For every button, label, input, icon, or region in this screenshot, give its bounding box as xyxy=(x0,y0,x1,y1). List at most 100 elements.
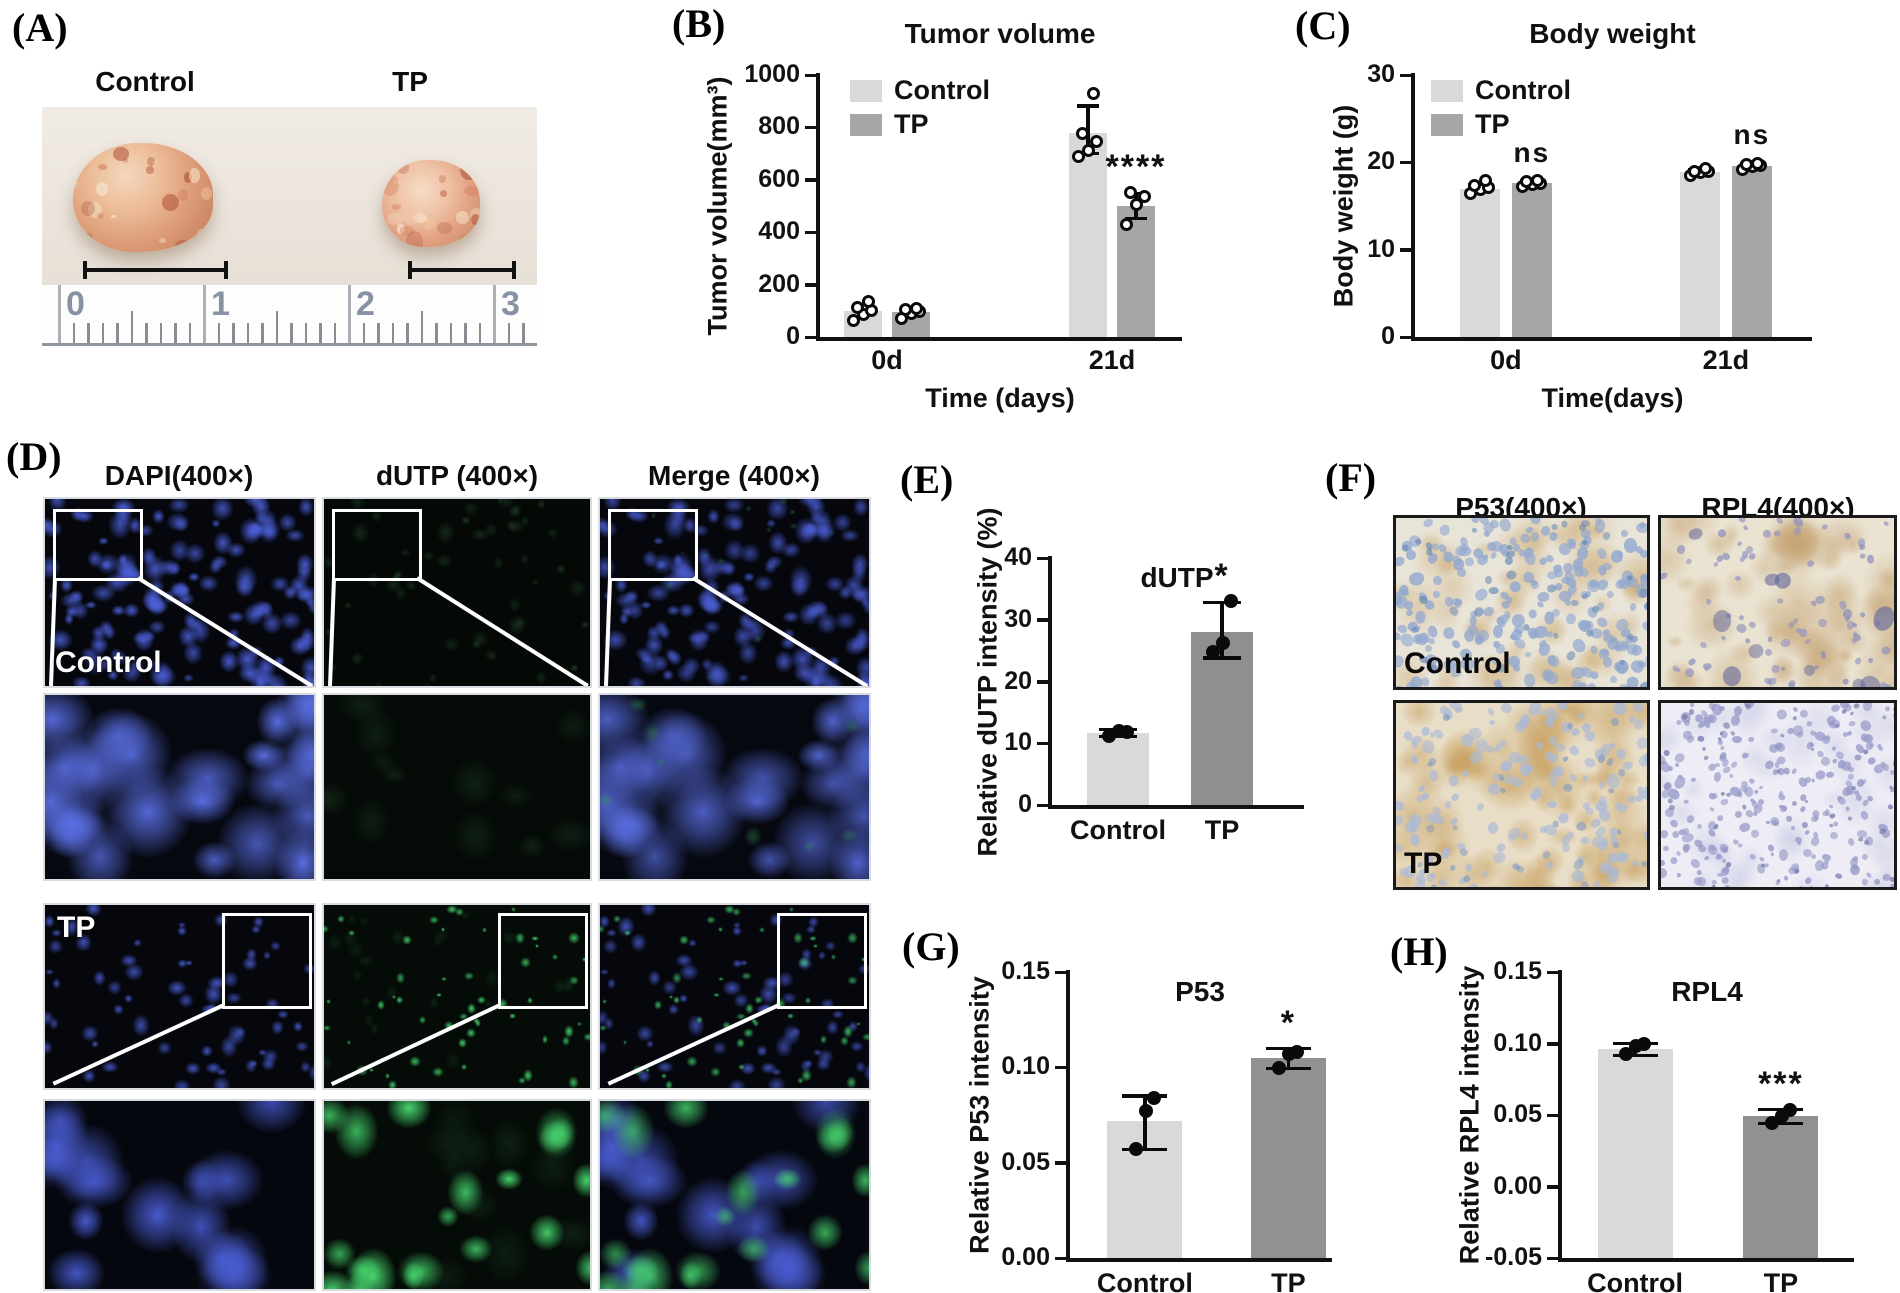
blob xyxy=(1442,847,1451,856)
blob xyxy=(1472,539,1500,560)
blob xyxy=(1559,719,1574,735)
blob xyxy=(1620,842,1647,887)
blob xyxy=(251,606,265,620)
blob xyxy=(1804,638,1812,645)
blob xyxy=(1513,726,1561,784)
blob xyxy=(748,1230,809,1289)
blob xyxy=(191,840,237,879)
tumor-texture xyxy=(188,168,201,183)
blob xyxy=(1545,860,1554,871)
blob xyxy=(1881,763,1890,773)
blob xyxy=(766,1075,786,1088)
blob xyxy=(839,695,869,734)
blob xyxy=(1673,668,1708,687)
ruler-mm-tick xyxy=(464,323,467,343)
blob xyxy=(1519,532,1533,545)
blob xyxy=(1589,579,1599,589)
blob xyxy=(1541,849,1553,861)
ruler-mm-tick xyxy=(507,323,510,343)
blob xyxy=(1661,662,1700,687)
blob xyxy=(638,705,709,767)
blob xyxy=(1498,750,1546,801)
blob xyxy=(1417,784,1427,794)
blob xyxy=(1451,823,1460,832)
panel-label-g: (G) xyxy=(902,924,960,969)
blob xyxy=(1721,568,1757,602)
blob xyxy=(1709,703,1724,717)
blob xyxy=(471,630,489,648)
micro-image xyxy=(1658,700,1897,890)
micro-image xyxy=(322,903,592,1090)
blob xyxy=(1570,563,1586,579)
blob xyxy=(1553,568,1564,579)
blob xyxy=(1811,778,1816,784)
blob xyxy=(1596,646,1611,660)
blob xyxy=(1481,520,1496,536)
blob xyxy=(721,511,746,533)
blob xyxy=(1501,548,1510,558)
blob xyxy=(665,1079,674,1088)
blob xyxy=(1698,640,1709,650)
blob xyxy=(443,637,460,653)
blob xyxy=(1736,703,1778,730)
blob xyxy=(1619,575,1647,609)
blob xyxy=(277,1010,289,1019)
y-tick-label: 0.00 xyxy=(1493,1171,1542,1200)
blob xyxy=(1757,798,1765,806)
blob xyxy=(843,719,860,734)
tumor-texture xyxy=(460,160,477,180)
blob xyxy=(1597,808,1613,824)
blob xyxy=(1469,615,1478,626)
blob xyxy=(1778,804,1784,809)
blob xyxy=(1801,662,1818,678)
blob xyxy=(1810,853,1817,861)
blob xyxy=(362,1013,374,1027)
blob xyxy=(1741,785,1755,799)
y-axis-label: Relative P53 intensity xyxy=(964,976,995,1254)
blob xyxy=(1858,543,1866,551)
blob xyxy=(337,915,345,923)
blob xyxy=(1562,783,1574,793)
blob xyxy=(1426,761,1434,768)
ruler-mm-tick xyxy=(333,323,336,343)
blob xyxy=(572,1163,590,1199)
blob xyxy=(1439,704,1449,716)
ruler-mm-tick xyxy=(377,323,380,343)
blob xyxy=(300,656,314,680)
blob xyxy=(1635,522,1647,535)
blob xyxy=(1766,635,1773,643)
blob xyxy=(1719,706,1726,712)
blob xyxy=(1868,752,1894,796)
x-tick-label: Control xyxy=(1070,815,1166,845)
blob xyxy=(1874,709,1894,743)
blob xyxy=(1585,523,1608,541)
blob xyxy=(1396,594,1410,612)
blob xyxy=(1636,753,1647,770)
blob xyxy=(1690,574,1726,605)
blob xyxy=(696,547,713,567)
blob xyxy=(142,630,157,644)
blob xyxy=(80,1025,100,1043)
blob xyxy=(133,938,143,948)
data-point xyxy=(847,314,861,328)
blob xyxy=(1598,861,1611,876)
blob xyxy=(1736,790,1744,798)
blob xyxy=(1729,639,1759,666)
blob xyxy=(1877,860,1894,883)
blob xyxy=(1836,794,1844,802)
ruler-mm-tick xyxy=(522,323,525,343)
blob xyxy=(724,1168,762,1216)
blob xyxy=(391,928,405,945)
blob xyxy=(243,758,311,810)
blob xyxy=(1489,539,1503,553)
blob xyxy=(1564,611,1578,626)
blob xyxy=(45,695,96,755)
blob xyxy=(1737,821,1752,835)
y-axis xyxy=(1048,556,1052,807)
blob xyxy=(1770,812,1815,867)
blob xyxy=(827,1116,854,1150)
blob xyxy=(513,616,528,629)
tumor-texture xyxy=(162,193,179,211)
blob xyxy=(1503,610,1511,620)
blob xyxy=(1635,786,1646,796)
